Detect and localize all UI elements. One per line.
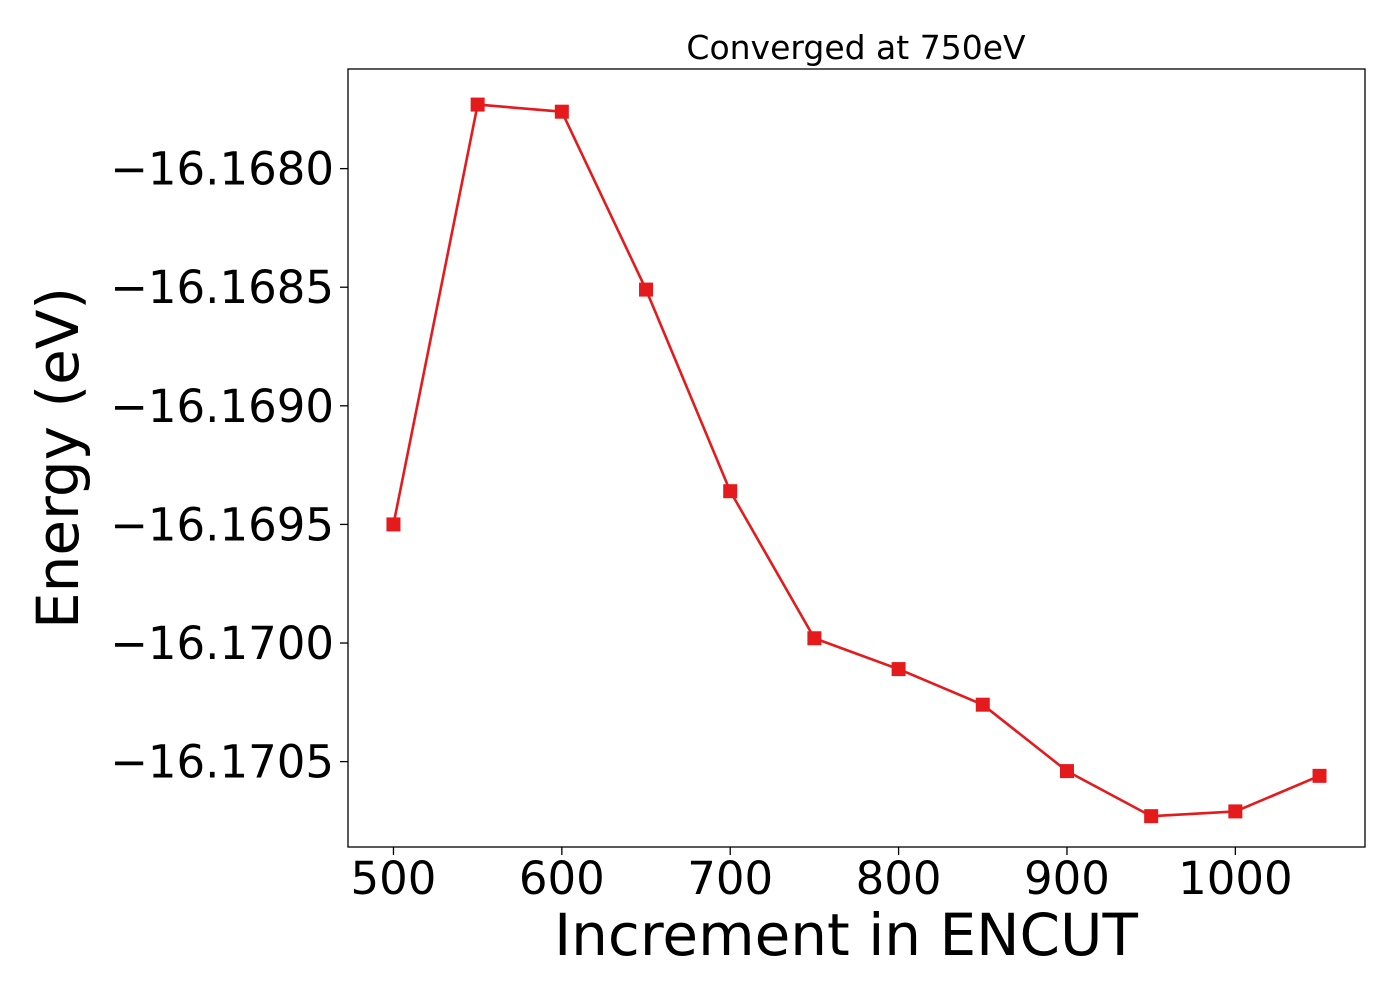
- data-point-marker: [723, 484, 738, 499]
- y-tick-label: −16.1695: [110, 498, 334, 551]
- data-point-marker: [554, 104, 569, 119]
- chart-title: Converged at 750eV: [686, 28, 1026, 67]
- y-tick-label: −16.1690: [110, 380, 334, 433]
- y-tick-label: −16.1705: [110, 736, 334, 789]
- data-point-marker: [1059, 764, 1074, 779]
- data-point-marker: [470, 97, 485, 112]
- x-axis-label: Increment in ENCUT: [554, 901, 1138, 969]
- data-point-marker: [1312, 768, 1327, 783]
- y-tick-label: −16.1685: [110, 261, 334, 314]
- data-point-marker: [1144, 809, 1159, 824]
- data-point-marker: [807, 631, 822, 646]
- x-tick-label: 500: [351, 852, 437, 905]
- y-tick-label: −16.1680: [110, 143, 334, 196]
- x-tick-label: 900: [1024, 852, 1110, 905]
- data-point-marker: [386, 517, 401, 532]
- data-point-marker: [639, 282, 654, 297]
- x-axis: 500 600 700 800 900 1000: [351, 847, 1293, 905]
- x-tick-label: 1000: [1178, 852, 1293, 905]
- y-axis: −16.1680 −16.1685 −16.1690 −16.1695 −16.1700…: [110, 143, 348, 789]
- series-layer: [386, 97, 1327, 824]
- x-tick-label: 600: [519, 852, 605, 905]
- plot-area-frame: [347, 68, 1366, 848]
- data-point-marker: [975, 697, 990, 712]
- x-tick-label: 700: [687, 852, 773, 905]
- data-point-marker: [1228, 804, 1243, 819]
- x-tick-label: 800: [856, 852, 942, 905]
- y-axis-label: Energy (eV): [24, 287, 92, 629]
- y-tick-label: −16.1700: [110, 617, 334, 670]
- series-line: [392, 103, 1321, 818]
- data-point-marker: [891, 662, 906, 677]
